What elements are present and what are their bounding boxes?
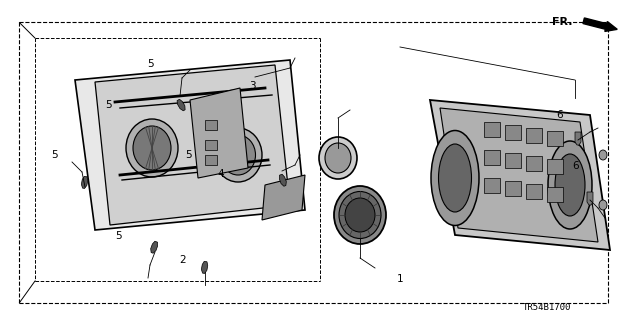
Ellipse shape <box>325 143 351 173</box>
Ellipse shape <box>214 128 262 182</box>
Bar <box>505 125 521 140</box>
Text: TR54B1700: TR54B1700 <box>523 303 572 312</box>
Ellipse shape <box>548 141 592 229</box>
Polygon shape <box>202 261 208 273</box>
Bar <box>547 159 563 174</box>
Polygon shape <box>95 65 290 225</box>
Bar <box>547 131 563 146</box>
Bar <box>526 128 542 143</box>
Bar <box>526 184 542 199</box>
Polygon shape <box>81 176 88 189</box>
Bar <box>205 155 217 165</box>
Ellipse shape <box>431 130 479 226</box>
Bar <box>205 120 217 130</box>
Ellipse shape <box>345 198 375 232</box>
Polygon shape <box>177 99 185 111</box>
Bar <box>484 178 500 193</box>
Polygon shape <box>150 241 157 253</box>
Polygon shape <box>262 175 305 220</box>
Bar <box>484 122 500 137</box>
Polygon shape <box>75 60 305 230</box>
Polygon shape <box>430 100 610 250</box>
Text: 3: 3 <box>250 81 256 91</box>
Text: FR.: FR. <box>552 17 573 27</box>
Text: 5: 5 <box>186 150 192 160</box>
Ellipse shape <box>599 150 607 160</box>
Text: 5: 5 <box>106 100 112 110</box>
Bar <box>205 140 217 150</box>
Bar <box>526 156 542 171</box>
Bar <box>484 150 500 165</box>
Polygon shape <box>440 108 598 242</box>
Ellipse shape <box>126 119 178 177</box>
Text: 6: 6 <box>573 161 579 171</box>
Ellipse shape <box>339 191 381 239</box>
Bar <box>505 153 521 168</box>
Polygon shape <box>190 88 248 178</box>
FancyArrow shape <box>583 18 617 31</box>
Ellipse shape <box>334 186 386 244</box>
Ellipse shape <box>133 126 171 170</box>
Ellipse shape <box>221 135 255 175</box>
Bar <box>505 181 521 196</box>
Ellipse shape <box>555 154 585 216</box>
Text: 5: 5 <box>147 59 154 69</box>
Ellipse shape <box>319 137 357 179</box>
Polygon shape <box>575 132 581 145</box>
Text: 5: 5 <box>115 231 122 241</box>
Polygon shape <box>587 192 593 205</box>
Polygon shape <box>280 174 286 186</box>
Text: 2: 2 <box>179 255 186 265</box>
Text: 1: 1 <box>397 274 403 284</box>
Text: 6: 6 <box>557 110 563 120</box>
Ellipse shape <box>599 200 607 210</box>
Bar <box>547 187 563 202</box>
Text: 4: 4 <box>218 169 224 179</box>
Ellipse shape <box>438 144 472 212</box>
Text: 5: 5 <box>51 150 58 160</box>
